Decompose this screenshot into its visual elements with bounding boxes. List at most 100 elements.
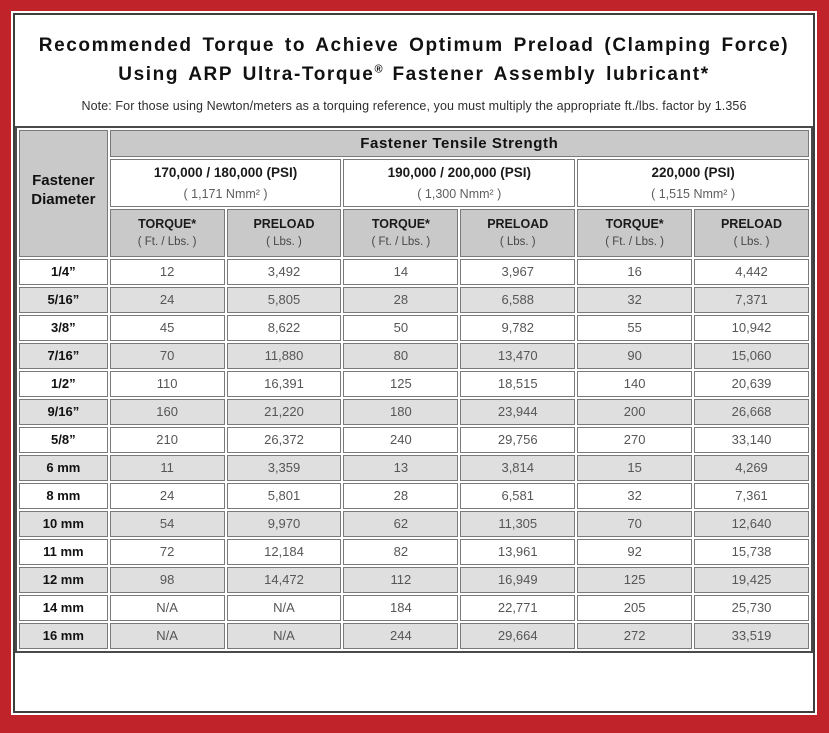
preload-label: PRELOAD [487,217,549,232]
value-cell: 90 [577,342,693,369]
value-cell: N/A [226,622,342,649]
registered-trademark-symbol: ® [374,64,383,77]
value-cell: 33,519 [694,622,809,649]
preload-label: PRELOAD [253,217,315,232]
value-cell: 9,782 [460,314,576,341]
value-cell: 240 [343,426,459,453]
preload-units: ( Lbs. ) [499,236,536,249]
value-cell: 26,372 [226,426,342,453]
diameter-cell: 14 mm [19,594,108,621]
torque-label: TORQUE* [138,217,197,232]
psi-group-220: 220,000 (PSI) ( 1,515 Nmm² ) [577,158,809,207]
value-cell: 62 [343,510,459,537]
diameter-cell: 5/8” [19,426,108,453]
value-cell: N/A [109,594,225,621]
diameter-cell: 12 mm [19,566,108,593]
value-cell: 210 [109,426,225,453]
value-cell: N/A [226,594,342,621]
title-line2-text: Using ARP Ultra-Torque [118,64,375,86]
value-cell: 18,515 [460,370,576,397]
value-cell: 184 [343,594,459,621]
value-cell: 13,470 [460,342,576,369]
torque-units: ( Ft. / Lbs. ) [371,236,431,249]
value-cell: 200 [577,398,693,425]
value-cell: 54 [109,510,225,537]
conversion-note: Note: For those using Newton/meters as a… [81,98,747,113]
diameter-cell: 10 mm [19,510,108,537]
value-cell: 7,361 [694,482,809,509]
title-line2-text-after: Fastener Assembly lubricant* [382,64,710,86]
table-row: 7/16” 70 11,880 80 13,470 90 15,060 [19,342,809,369]
value-cell: 160 [109,398,225,425]
value-cell: 13,961 [460,538,576,565]
fastener-diameter-header-line2: Diameter [31,191,96,209]
torque-column-header: TORQUE* ( Ft. / Lbs. ) [577,208,693,257]
value-cell: 12 [109,258,225,285]
diameter-cell: 1/2” [19,370,108,397]
value-cell: 7,371 [694,286,809,313]
diameter-cell: 8 mm [19,482,108,509]
value-cell: 16 [577,258,693,285]
table-row: 16 mm N/A N/A 244 29,664 272 33,519 [19,622,809,649]
table-row: 14 mm N/A N/A 184 22,771 205 25,730 [19,594,809,621]
psi-value: 170,000 / 180,000 (PSI) [153,164,298,180]
value-cell: 72 [109,538,225,565]
nmm-value: ( 1,171 Nmm² ) [183,186,268,201]
value-cell: 24 [109,482,225,509]
value-cell: 9,970 [226,510,342,537]
value-cell: 12,184 [226,538,342,565]
table-row: 1/4” 12 3,492 14 3,967 16 4,442 [19,258,809,285]
value-cell: 11,880 [226,342,342,369]
psi-group-170-180: 170,000 / 180,000 (PSI) ( 1,171 Nmm² ) [109,158,342,207]
value-cell: 5,805 [226,286,342,313]
psi-group-header-row: 170,000 / 180,000 (PSI) ( 1,171 Nmm² ) 1… [19,158,809,207]
value-cell: 6,588 [460,286,576,313]
tensile-strength-header-row: Fastener Diameter Fastener Tensile Stren… [19,129,809,257]
value-cell: 14 [343,258,459,285]
value-cell: 29,756 [460,426,576,453]
value-cell: 28 [343,482,459,509]
torque-spec-table: Fastener Diameter Fastener Tensile Stren… [15,125,813,653]
value-cell: 98 [109,566,225,593]
fastener-diameter-header: Fastener Diameter [19,129,108,257]
value-cell: 8,622 [226,314,342,341]
value-cell: 23,944 [460,398,576,425]
torque-units: ( Ft. / Lbs. ) [605,236,665,249]
preload-label: PRELOAD [720,217,783,232]
value-cell: 110 [109,370,225,397]
fastener-diameter-header-line1: Fastener [32,171,95,189]
value-cell: 70 [109,342,225,369]
value-cell: 25,730 [694,594,809,621]
value-cell: 32 [577,482,693,509]
torque-label: TORQUE* [371,217,430,232]
table-row: 12 mm 98 14,472 112 16,949 125 19,425 [19,566,809,593]
value-cell: 92 [577,538,693,565]
value-cell: 5,801 [226,482,342,509]
psi-group-190-200: 190,000 / 200,000 (PSI) ( 1,300 Nmm² ) [343,158,576,207]
tensile-strength-header: Fastener Tensile Strength [109,129,809,157]
value-cell: 16,391 [226,370,342,397]
value-cell: 32 [577,286,693,313]
value-cell: 70 [577,510,693,537]
value-cell: 3,967 [460,258,576,285]
value-cell: 112 [343,566,459,593]
value-cell: 180 [343,398,459,425]
table-row: 11 mm 72 12,184 82 13,961 92 15,738 [19,538,809,565]
value-cell: 50 [343,314,459,341]
diameter-cell: 7/16” [19,342,108,369]
value-cell: 16,949 [460,566,576,593]
table-row: 5/16” 24 5,805 28 6,588 32 7,371 [19,286,809,313]
torque-preload-header-row: TORQUE* ( Ft. / Lbs. ) PRELOAD ( Lbs. ) … [19,208,809,257]
value-cell: 10,942 [694,314,809,341]
value-cell: 6,581 [460,482,576,509]
value-cell: 12,640 [694,510,809,537]
preload-units: ( Lbs. ) [733,236,770,249]
title-block: Recommended Torque to Achieve Optimum Pr… [15,15,813,113]
psi-value: 220,000 (PSI) [651,164,735,180]
torque-column-header: TORQUE* ( Ft. / Lbs. ) [109,208,225,257]
value-cell: 29,664 [460,622,576,649]
value-cell: 22,771 [460,594,576,621]
value-cell: 15,060 [694,342,809,369]
psi-value: 190,000 / 200,000 (PSI) [387,164,531,180]
